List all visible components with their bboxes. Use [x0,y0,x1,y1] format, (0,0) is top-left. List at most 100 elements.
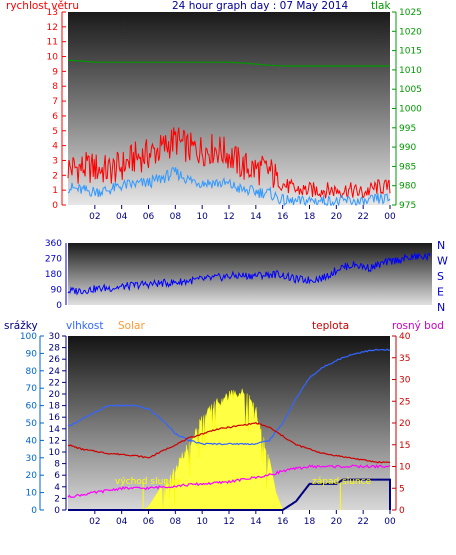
wind-speed-axis-title: rychlost větru [6,0,79,12]
pressure-tick-label: 1025 [399,8,422,18]
x-tick-label: 22 [357,212,368,222]
temperature-tick-label: 35 [399,354,410,364]
x-tick-label: 04 [116,517,128,527]
x-tick-label: 02 [89,212,100,222]
x-tick-label: 20 [331,212,343,222]
x-tick-label: 10 [196,212,208,222]
direction-tick-label: 90 [51,286,63,296]
solar-tick-label: 24 [49,367,61,377]
compass-label: S [437,270,444,283]
humidity-tick-label: 100 [20,332,37,342]
compass-label: N [437,301,445,314]
wind-tick-label: 3 [52,156,58,166]
humidity-tick-label: 70 [26,384,38,394]
humidity-tick-label: 10 [26,489,38,499]
pressure-tick-label: 1015 [399,47,422,57]
x-tick-label: 12 [223,517,234,527]
humidity-tick-label: 0 [31,506,37,516]
wind-tick-label: 5 [52,127,58,137]
solar-tick-label: 18 [49,402,61,412]
wind-tick-label: 12 [47,23,58,33]
x-tick-label: 06 [143,517,155,527]
direction-tick-label: 180 [45,270,62,280]
x-tick-label: 08 [170,212,182,222]
pressure-line [67,59,390,67]
solar-tick-label: 26 [49,355,61,365]
legend-vlhkost: vlhkost [66,320,104,332]
wind-tick-label: 0 [52,201,58,211]
x-tick-label: 02 [89,517,100,527]
x-tick-label: 00 [384,517,396,527]
solar-tick-label: 30 [49,332,61,342]
wind-tick-label: 13 [47,8,58,18]
humidity-tick-label: 60 [26,402,38,412]
x-tick-label: 12 [223,212,234,222]
compass-label: N [437,239,445,252]
temperature-tick-label: 10 [399,463,411,473]
pressure-tick-label: 990 [399,143,416,153]
direction-tick-label: 270 [45,255,62,265]
pressure-axis-title: tlak [371,0,391,12]
x-tick-label: 00 [384,212,396,222]
humidity-tick-label: 20 [26,471,38,481]
pressure-tick-label: 985 [399,162,416,172]
solar-tick-label: 14 [49,425,61,435]
legend-rosny-bod: rosný bod [392,320,444,332]
pressure-tick-label: 980 [399,182,416,192]
pressure-tick-label: 1000 [399,105,422,115]
temperature-tick-label: 30 [399,376,411,386]
wind-direction-line [67,252,431,296]
x-tick-label: 06 [143,212,155,222]
pressure-tick-label: 1005 [399,85,422,95]
wind-tick-label: 8 [52,82,58,92]
legend-teplota: teplota [312,320,350,332]
dew-point-line [67,464,391,498]
solar-tick-label: 6 [54,471,60,481]
pressure-tick-label: 995 [399,124,416,134]
x-tick-label: 20 [331,517,343,527]
humidity-tick-label: 50 [26,419,38,429]
temperature-tick-label: 15 [399,441,410,451]
rain-line [68,478,391,511]
x-tick-label: 14 [250,517,262,527]
solar-tick-label: 28 [49,344,61,354]
x-tick-label: 10 [196,517,208,527]
humidity-tick-label: 90 [26,349,38,359]
solar-tick-label: 12 [49,436,60,446]
wind-tick-label: 2 [52,171,58,181]
compass-label: E [437,286,444,299]
solar-tick-label: 8 [54,460,60,470]
x-tick-label: 04 [116,212,128,222]
temperature-tick-label: 5 [399,484,405,494]
sunrise-annotation: východ slunce [115,477,180,487]
chart-title: 24 hour graph day : 07 May 2014 [172,0,349,12]
humidity-tick-label: 30 [26,454,38,464]
x-tick-label: 16 [277,517,289,527]
solar-tick-label: 16 [49,413,61,423]
solar-tick-label: 0 [54,506,60,516]
solar-tick-label: 2 [54,494,60,504]
pressure-tick-label: 1020 [399,27,422,37]
x-tick-label: 08 [170,517,182,527]
temperature-line [67,421,391,464]
wind-tick-label: 9 [52,67,58,77]
legend-solar: Solar [118,320,145,332]
temperature-tick-label: 20 [399,419,411,429]
direction-plot-area [68,243,432,305]
sunset-annotation: západ slunce [312,477,372,487]
humidity-line [67,348,391,446]
direction-tick-label: 0 [56,301,62,311]
pressure-tick-label: 975 [399,201,416,211]
x-tick-label: 14 [250,212,262,222]
humidity-tick-label: 80 [26,367,38,377]
legend-srazky: srážky [4,320,38,332]
humidity-tick-label: 40 [26,436,38,446]
direction-tick-label: 360 [45,239,62,249]
wind-tick-label: 6 [52,112,58,122]
wind-tick-label: 10 [47,53,59,63]
compass-label: W [437,255,448,268]
wind-speed-line [67,166,391,207]
wind-tick-label: 11 [47,38,58,48]
